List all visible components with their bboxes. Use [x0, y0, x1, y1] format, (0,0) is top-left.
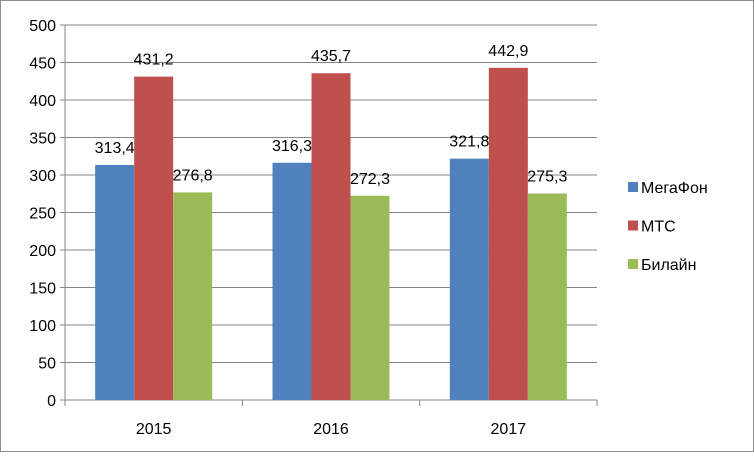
y-tick-label: 50 — [38, 356, 56, 373]
data-label: 442,9 — [488, 43, 528, 60]
y-tick-label: 450 — [29, 56, 56, 73]
y-tick-label: 150 — [29, 281, 56, 298]
data-label: 272,3 — [350, 171, 390, 188]
data-label: 431,2 — [134, 52, 174, 69]
bar-2-1 — [350, 195, 390, 400]
bar-2-0 — [173, 192, 213, 400]
y-tick-label: 100 — [29, 318, 56, 335]
legend-label: Билайн — [641, 257, 696, 274]
y-tick-label: 200 — [29, 243, 56, 260]
bar-0-2 — [449, 158, 489, 400]
bar-1-0 — [134, 76, 174, 400]
bar-1-1 — [311, 73, 351, 400]
y-tick-label: 300 — [29, 168, 56, 185]
y-tick-label: 500 — [29, 18, 56, 35]
bar-0-1 — [272, 162, 312, 400]
legend-swatch-2 — [628, 259, 638, 269]
y-tick-label: 250 — [29, 206, 56, 223]
data-label: 276,8 — [173, 167, 213, 184]
y-tick-label: 400 — [29, 93, 56, 110]
x-tick-label: 2017 — [491, 421, 527, 438]
data-label: 275,3 — [527, 169, 567, 186]
data-label: 435,7 — [311, 48, 351, 65]
x-tick-label: 2015 — [136, 421, 172, 438]
bar-1-2 — [488, 67, 528, 400]
bar-2-2 — [527, 193, 567, 400]
legend-label: МТС — [641, 219, 676, 236]
legend-swatch-1 — [628, 220, 638, 231]
y-tick-label: 350 — [29, 131, 56, 148]
data-label: 321,8 — [449, 134, 489, 151]
legend-swatch-0 — [628, 182, 638, 192]
legend-label: МегаФон — [641, 180, 708, 197]
y-tick-label: 0 — [47, 393, 56, 410]
data-label: 313,4 — [95, 140, 135, 157]
bar-0-0 — [95, 164, 135, 400]
x-tick-label: 2016 — [313, 421, 349, 438]
data-label: 316,3 — [272, 138, 312, 155]
